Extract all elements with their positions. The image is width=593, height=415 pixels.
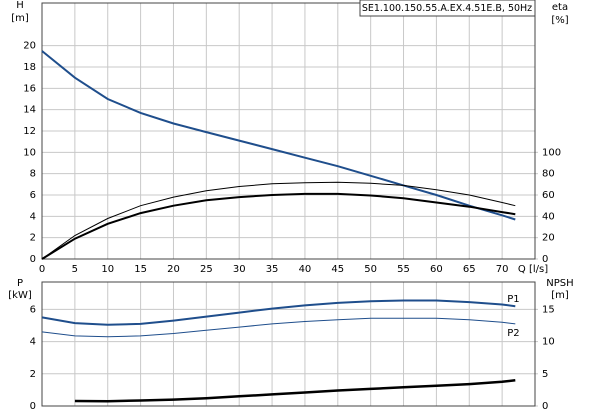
y-tick-label: 2 (30, 233, 36, 244)
x-tick-label: 35 (266, 264, 279, 275)
plot-frame (41, 2, 536, 260)
y-tick-label: 14 (23, 105, 36, 116)
y2-tick-label: 100 (542, 147, 561, 158)
y-tick-label: 8 (30, 169, 36, 180)
x-tick-label: 30 (233, 264, 246, 275)
y2-tick-label: 10 (542, 337, 555, 348)
y-tick-label: 18 (23, 62, 36, 73)
y2-tick-label: 0 (542, 401, 548, 412)
y-axis-unit: [kW] (8, 290, 32, 301)
x-tick-label: 10 (101, 264, 114, 275)
y2-tick-label: 80 (542, 169, 555, 180)
y-axis-label: P (17, 278, 23, 289)
plot-frame (41, 281, 536, 407)
series-label: P2 (507, 328, 519, 339)
y-tick-label: 0 (30, 254, 36, 265)
y-tick-label: 4 (30, 211, 36, 222)
y2-axis-unit: [m] (551, 290, 569, 301)
y-tick-label: 12 (23, 126, 36, 137)
y2-tick-label: 5 (542, 369, 548, 380)
y2-tick-label: 20 (542, 233, 555, 244)
y-tick-label: 4 (30, 337, 36, 348)
x-tick-label: 65 (463, 264, 476, 275)
x-axis-label: Q [l/s] (518, 264, 548, 275)
y2-axis-label: NPSH (546, 278, 573, 289)
x-tick-label: 60 (430, 264, 443, 275)
y-tick-label: 16 (23, 83, 36, 94)
x-tick-label: 0 (39, 264, 45, 275)
x-tick-label: 25 (200, 264, 213, 275)
y-axis-unit: [m] (11, 13, 29, 24)
y-tick-label: 0 (30, 401, 36, 412)
x-tick-label: 50 (364, 264, 377, 275)
y2-tick-label: 15 (542, 304, 555, 315)
y-axis-label: H (16, 0, 24, 11)
x-tick-label: 70 (496, 264, 509, 275)
x-tick-label: 15 (134, 264, 147, 275)
x-tick-label: 5 (72, 264, 78, 275)
y2-axis-label: eta (552, 2, 568, 13)
curve (41, 50, 516, 221)
x-tick-label: 20 (167, 264, 180, 275)
y-tick-label: 6 (30, 190, 36, 201)
x-tick-label: 45 (331, 264, 344, 275)
y-tick-label: 20 (23, 41, 36, 52)
y2-tick-label: 40 (542, 211, 555, 222)
curve (74, 378, 516, 403)
curve (41, 192, 516, 260)
curve (41, 299, 516, 326)
series-label: P1 (507, 294, 519, 305)
y-tick-label: 6 (30, 304, 36, 315)
y-tick-label: 2 (30, 369, 36, 380)
legend-text: SE1.100.150.55.A.EX.4.51E.B, 50Hz (362, 3, 532, 14)
x-tick-label: 40 (299, 264, 312, 275)
y-tick-label: 10 (23, 147, 36, 158)
curve (41, 317, 516, 338)
x-tick-label: 55 (397, 264, 410, 275)
y2-axis-unit: [%] (551, 15, 568, 26)
curve (41, 181, 516, 260)
y2-tick-label: 60 (542, 190, 555, 201)
y2-tick-label: 0 (542, 254, 548, 265)
legend-box (359, 0, 536, 17)
